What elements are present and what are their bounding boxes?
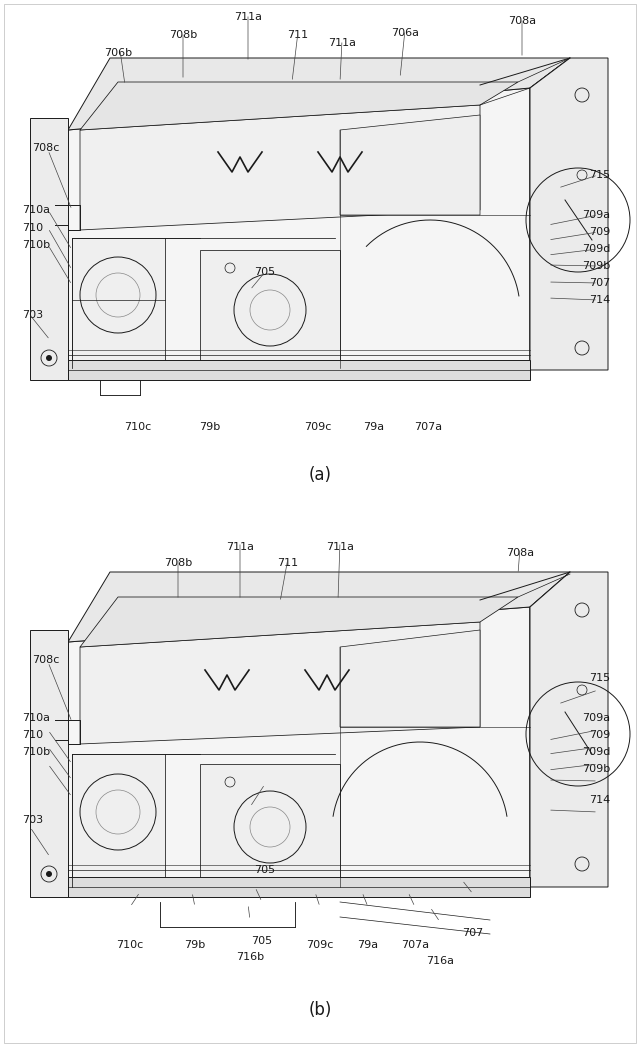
Text: 710a: 710a (22, 205, 50, 215)
Text: 710b: 710b (22, 747, 50, 757)
Polygon shape (80, 597, 518, 647)
Polygon shape (68, 572, 570, 642)
Polygon shape (68, 88, 530, 370)
Text: 710a: 710a (22, 713, 50, 723)
Polygon shape (340, 115, 480, 215)
Text: 79b: 79b (200, 422, 221, 432)
Text: 709: 709 (589, 227, 610, 237)
Text: 711: 711 (287, 30, 308, 40)
Text: 711a: 711a (326, 542, 354, 552)
Text: 709a: 709a (582, 713, 610, 723)
Polygon shape (68, 360, 530, 380)
Text: 710c: 710c (124, 422, 152, 432)
Circle shape (46, 871, 52, 877)
Text: 710: 710 (22, 223, 43, 233)
Text: 705: 705 (255, 865, 276, 875)
Text: 707: 707 (462, 928, 484, 938)
Text: 708b: 708b (169, 30, 197, 40)
Text: 714: 714 (589, 795, 610, 805)
Text: 711a: 711a (234, 12, 262, 22)
Text: (a): (a) (308, 466, 332, 484)
Polygon shape (30, 630, 68, 897)
Polygon shape (530, 58, 570, 370)
Circle shape (46, 355, 52, 361)
Text: 79a: 79a (364, 422, 385, 432)
Polygon shape (80, 82, 518, 130)
Text: 708b: 708b (164, 558, 192, 569)
Polygon shape (68, 58, 570, 130)
Polygon shape (530, 572, 570, 882)
Polygon shape (30, 118, 68, 380)
Text: 708c: 708c (32, 655, 60, 665)
Polygon shape (72, 754, 165, 887)
Text: 703: 703 (22, 310, 43, 320)
Text: 709d: 709d (582, 244, 610, 254)
Text: 709c: 709c (304, 422, 332, 432)
Polygon shape (68, 607, 530, 882)
Text: 707: 707 (589, 279, 610, 288)
Text: 709: 709 (589, 730, 610, 740)
Polygon shape (340, 630, 480, 727)
Text: 716a: 716a (426, 956, 454, 966)
Text: 706b: 706b (104, 48, 132, 58)
Text: 709c: 709c (307, 940, 333, 950)
Text: 714: 714 (589, 295, 610, 305)
Text: 706a: 706a (391, 28, 419, 38)
Text: 709a: 709a (582, 210, 610, 220)
Polygon shape (530, 58, 608, 370)
Text: 710b: 710b (22, 240, 50, 250)
Text: 709d: 709d (582, 747, 610, 757)
Polygon shape (68, 877, 530, 897)
Text: 707a: 707a (401, 940, 429, 950)
Text: 708a: 708a (508, 16, 536, 26)
Text: 710c: 710c (116, 940, 143, 950)
Text: (b): (b) (308, 1001, 332, 1019)
Polygon shape (80, 105, 480, 230)
Text: 711a: 711a (328, 38, 356, 48)
Text: 705: 705 (255, 267, 276, 277)
Text: 715: 715 (589, 673, 610, 683)
Text: 705: 705 (252, 936, 273, 946)
Text: 716b: 716b (236, 952, 264, 962)
Polygon shape (80, 622, 480, 744)
Text: 708a: 708a (506, 548, 534, 558)
Text: 79b: 79b (184, 940, 205, 950)
Text: 709b: 709b (582, 764, 610, 774)
Polygon shape (72, 238, 165, 367)
Text: 711: 711 (277, 558, 299, 569)
Polygon shape (200, 250, 340, 367)
Text: 707a: 707a (414, 422, 442, 432)
Polygon shape (530, 572, 608, 887)
Text: 711a: 711a (226, 542, 254, 552)
Text: 710: 710 (22, 730, 43, 740)
Text: 703: 703 (22, 815, 43, 825)
Text: 79a: 79a (357, 940, 379, 950)
Text: 715: 715 (589, 170, 610, 180)
Polygon shape (200, 764, 340, 887)
Text: 709b: 709b (582, 261, 610, 271)
Text: 708c: 708c (32, 143, 60, 153)
